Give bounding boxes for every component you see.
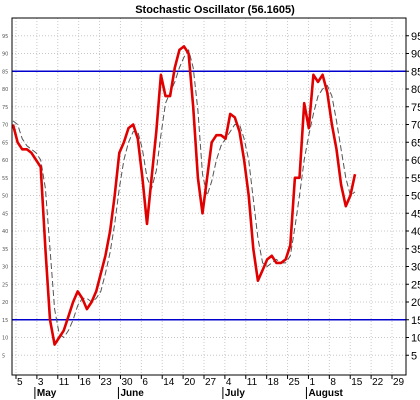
y-tick-label-right: 60 — [411, 155, 420, 167]
y-tick-label-right: 15 — [411, 315, 420, 327]
grid — [12, 18, 406, 375]
y-tick-label-left: 10 — [2, 336, 8, 342]
y-tick-label-right: 75 — [411, 102, 420, 114]
y-tick-label-left: 90 — [2, 52, 8, 58]
y-tick-label-right: 5 — [411, 350, 417, 362]
series-layer — [11, 45, 357, 346]
y-tick-label-left: 25 — [2, 282, 8, 288]
y-tick-label-left: 60 — [2, 158, 8, 164]
series-line-main — [11, 45, 357, 346]
x-tick-label: 29 — [393, 377, 405, 388]
x-axis: 5 3 11 16 23 30 6 14 20 27 4 11 18 25 1 8 15 22 29 — [15, 375, 405, 388]
y-tick-label-left: 70 — [2, 123, 8, 129]
month-labels: May June July August — [34, 387, 344, 399]
y-tick-label-right: 10 — [411, 333, 420, 345]
month-label: July — [225, 388, 245, 399]
x-tick-label: 3 — [38, 377, 44, 388]
y-tick-label-right: 25 — [411, 279, 420, 291]
x-tick-label: 30 — [121, 377, 133, 388]
y-tick-label-left: 40 — [2, 229, 8, 235]
y-tick-label-left: 20 — [2, 300, 8, 306]
x-tick-label: 14 — [163, 377, 175, 388]
y-tick-label-left: 30 — [2, 265, 8, 271]
x-tick-label: 4 — [226, 377, 232, 388]
y-tick-label-left: 5 — [2, 353, 5, 359]
y-tick-label-left: 85 — [2, 69, 8, 75]
reference-lines — [12, 70, 406, 321]
x-tick-label: 22 — [372, 377, 384, 388]
x-tick-label: 18 — [268, 377, 280, 388]
x-tick-label: 11 — [247, 377, 258, 388]
x-tick-label: 16 — [80, 377, 92, 388]
x-tick-label: 20 — [184, 377, 196, 388]
y-tick-label-left: 80 — [2, 87, 8, 93]
y-tick-label-left: 50 — [2, 194, 8, 200]
x-tick-label: 11 — [59, 377, 70, 388]
month-label: August — [308, 388, 343, 399]
y-tick-label-right: 40 — [411, 226, 420, 238]
y-tick-label-left: 45 — [2, 211, 8, 217]
month-label: May — [37, 388, 57, 399]
y-tick-label-right: 45 — [411, 208, 420, 220]
y-tick-label-right: 20 — [411, 297, 420, 309]
y-axis-right: 5 10 15 20 25 30 35 40 45 50 55 60 65 70 75 80 85 90 95 — [406, 31, 420, 362]
y-tick-label-right: 50 — [411, 191, 420, 203]
chart-title: Stochastic Oscillator (56.1605) — [135, 4, 295, 16]
y-tick-label-left: 35 — [2, 247, 8, 253]
y-tick-label-left: 75 — [2, 105, 8, 111]
y-tick-label-right: 55 — [411, 173, 420, 185]
y-tick-label-left: 55 — [2, 176, 8, 182]
x-tick-label: 6 — [142, 377, 148, 388]
month-label: June — [120, 388, 144, 399]
y-tick-label-right: 65 — [411, 137, 420, 149]
y-tick-label-right: 95 — [411, 31, 420, 43]
y-tick-label-right: 30 — [411, 262, 420, 274]
y-tick-label-right: 85 — [411, 66, 420, 78]
x-tick-label: 1 — [309, 377, 315, 388]
x-tick-label: 27 — [205, 377, 217, 388]
y-tick-label-right: 80 — [411, 84, 420, 96]
plot-frame — [11, 17, 407, 376]
x-tick-label: 5 — [17, 377, 23, 388]
y-tick-label-right: 90 — [411, 49, 420, 61]
y-tick-label-left: 65 — [2, 140, 8, 146]
y-tick-label-right: 70 — [411, 120, 420, 132]
x-tick-label: 8 — [330, 377, 336, 388]
y-tick-label-right: 35 — [411, 244, 420, 256]
x-tick-label: 15 — [351, 377, 363, 388]
y-axis-left: 5 10 15 20 25 30 35 40 45 50 55 60 65 70 75 80 85 90 95 — [2, 34, 8, 360]
series-line-signal — [12, 49, 356, 338]
y-tick-label-left: 95 — [2, 34, 8, 40]
x-tick-label: 25 — [289, 377, 301, 388]
y-tick-label-left: 15 — [2, 318, 8, 324]
x-tick-label: 23 — [101, 377, 113, 388]
